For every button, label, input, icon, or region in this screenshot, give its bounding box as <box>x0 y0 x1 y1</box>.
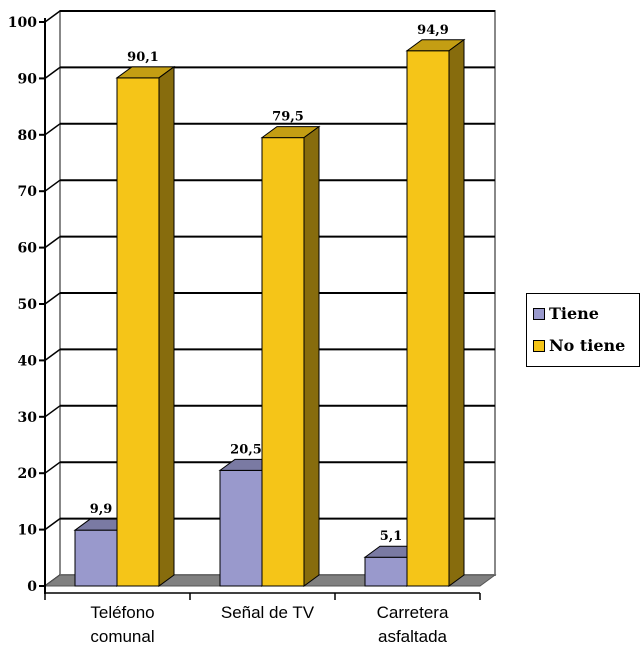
category-label: comunal <box>90 627 154 646</box>
bar-side <box>303 125 320 587</box>
bar-side <box>158 65 175 587</box>
bar-no-tiene-1 <box>260 125 321 587</box>
gridline-diagonal <box>44 179 61 192</box>
y-tick-label: 60 <box>18 241 38 257</box>
bar-side <box>448 38 465 587</box>
y-tick-label: 20 <box>18 466 38 482</box>
legend: Tiene No tiene <box>526 293 640 367</box>
gridline-diagonal <box>44 517 61 531</box>
x-axis-categories: Teléfono comunal Señal de TV Carretera asfal… <box>90 603 449 646</box>
axes <box>44 18 481 600</box>
bar-no-tiene-0 <box>115 65 176 587</box>
data-label: 79,5 <box>272 110 304 125</box>
legend-label-tiene: Tiene <box>549 304 599 323</box>
data-labels: 9,9 90,1 20,5 79,5 5,1 94,9 <box>90 23 449 544</box>
gridline-diagonal <box>44 461 61 474</box>
data-label: 20,5 <box>230 442 262 457</box>
y-axis-ticks: 0 10 20 30 40 50 60 70 80 90 100 <box>8 15 45 595</box>
y-tick-label: 80 <box>18 128 38 144</box>
y-tick-label: 0 <box>27 579 37 595</box>
legend-label-no-tiene: No tiene <box>549 336 626 355</box>
gridline-diagonal <box>44 292 61 305</box>
bar-front <box>219 469 263 587</box>
legend-swatch-tiene <box>533 307 545 320</box>
gridline-diagonal <box>44 348 61 362</box>
data-label: 5,1 <box>380 529 403 544</box>
y-tick-label: 40 <box>18 353 38 369</box>
bar-no-tiene-2 <box>405 38 466 587</box>
y-tick-label: 50 <box>18 297 38 313</box>
category-label: Señal de TV <box>221 603 315 622</box>
bars <box>73 38 466 587</box>
data-label: 90,1 <box>127 50 159 65</box>
data-label: 94,9 <box>417 23 449 38</box>
gridline-diagonal <box>44 66 61 80</box>
bar-front <box>261 137 305 587</box>
gridline-diagonal <box>44 123 61 136</box>
category-label: asfaltada <box>378 627 448 646</box>
legend-swatch-no-tiene <box>533 339 545 352</box>
data-label: 9,9 <box>90 502 113 517</box>
bar-front <box>406 50 450 587</box>
y-tick-label: 100 <box>8 15 37 31</box>
y-tick-label: 90 <box>18 71 38 87</box>
bar-front <box>364 556 408 587</box>
gridline-diagonal <box>44 405 61 418</box>
category-label: Teléfono <box>90 603 154 622</box>
y-tick-label: 10 <box>18 523 38 539</box>
y-tick-label: 30 <box>18 410 38 426</box>
category-label: Carretera <box>377 603 449 622</box>
legend-item-tiene: Tiene <box>533 304 599 323</box>
gridline-diagonal <box>44 235 61 249</box>
bar-front <box>116 77 160 587</box>
y-tick-label: 70 <box>18 184 38 200</box>
legend-item-no-tiene: No tiene <box>533 336 625 355</box>
gridline-diagonal <box>44 10 61 23</box>
bar-front <box>74 529 118 587</box>
